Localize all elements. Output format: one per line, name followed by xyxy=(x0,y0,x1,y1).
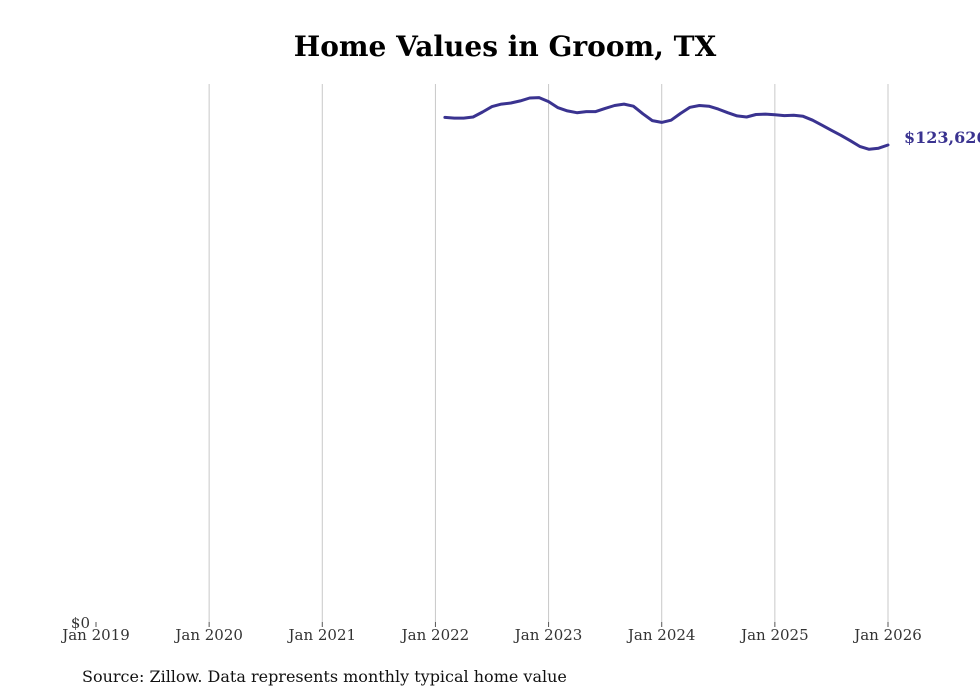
data-point xyxy=(585,110,588,113)
x-tick-label: Jan 2023 xyxy=(513,626,583,644)
data-point xyxy=(717,108,720,111)
series-layer xyxy=(443,96,890,151)
data-point xyxy=(887,144,890,147)
data-point xyxy=(868,148,871,151)
data-point xyxy=(764,113,767,116)
data-point xyxy=(481,111,484,114)
data-point xyxy=(821,124,824,127)
data-point xyxy=(811,119,814,122)
gridlines xyxy=(208,84,889,622)
data-point xyxy=(670,119,673,122)
data-point xyxy=(745,116,748,119)
data-point xyxy=(707,105,710,108)
data-point xyxy=(849,139,852,142)
data-point xyxy=(575,111,578,114)
data-point xyxy=(613,104,616,107)
y-axis-ticks: $0 xyxy=(71,614,90,632)
data-point xyxy=(877,147,880,150)
data-point xyxy=(462,117,465,120)
data-point xyxy=(783,114,786,117)
data-point xyxy=(538,96,541,99)
data-point xyxy=(651,119,654,122)
data-point xyxy=(509,102,512,105)
data-point xyxy=(472,116,475,119)
data-point xyxy=(839,134,842,137)
end-label-layer: $123,626 xyxy=(904,128,980,147)
data-point xyxy=(773,113,776,116)
data-point xyxy=(547,100,550,103)
data-point xyxy=(792,114,795,117)
x-tick-label: Jan 2026 xyxy=(852,626,922,644)
x-tick-label: Jan 2021 xyxy=(287,626,357,644)
data-point xyxy=(491,105,494,108)
data-point xyxy=(830,129,833,132)
data-point xyxy=(594,110,597,113)
data-point xyxy=(557,106,560,109)
data-point xyxy=(755,113,758,116)
data-point xyxy=(679,112,682,115)
x-tick-label: Jan 2024 xyxy=(626,626,696,644)
source-note: Source: Zillow. Data represents monthly … xyxy=(82,667,567,686)
x-tick-label: Jan 2025 xyxy=(739,626,809,644)
data-point xyxy=(726,111,729,114)
series-line xyxy=(443,96,890,151)
end-value-label: $123,626 xyxy=(904,128,980,147)
x-tick-label: Jan 2020 xyxy=(173,626,243,644)
data-point xyxy=(528,97,531,100)
data-point xyxy=(519,99,522,102)
data-point xyxy=(632,105,635,108)
x-axis-ticks: Jan 2019 Jan 2020 Jan 2021 Jan 2022 Jan 2023… xyxy=(60,622,922,644)
x-tick-label: Jan 2019 xyxy=(60,626,130,644)
data-point xyxy=(689,106,692,109)
line-chart: Jan 2019 Jan 2020 Jan 2021 Jan 2022 Jan 2023… xyxy=(60,84,980,644)
data-point xyxy=(623,103,626,106)
y-tick-label: $0 xyxy=(71,614,90,632)
data-point xyxy=(641,112,644,115)
data-point xyxy=(802,115,805,118)
x-tick-label: Jan 2022 xyxy=(400,626,470,644)
data-point xyxy=(736,114,739,117)
data-point xyxy=(604,107,607,110)
data-point xyxy=(660,121,663,124)
data-point xyxy=(453,117,456,120)
chart-title: Home Values in Groom, TX xyxy=(293,30,717,63)
data-point xyxy=(500,103,503,106)
data-point xyxy=(566,109,569,112)
data-point xyxy=(443,116,446,119)
data-point xyxy=(698,104,701,107)
data-point xyxy=(858,145,861,148)
